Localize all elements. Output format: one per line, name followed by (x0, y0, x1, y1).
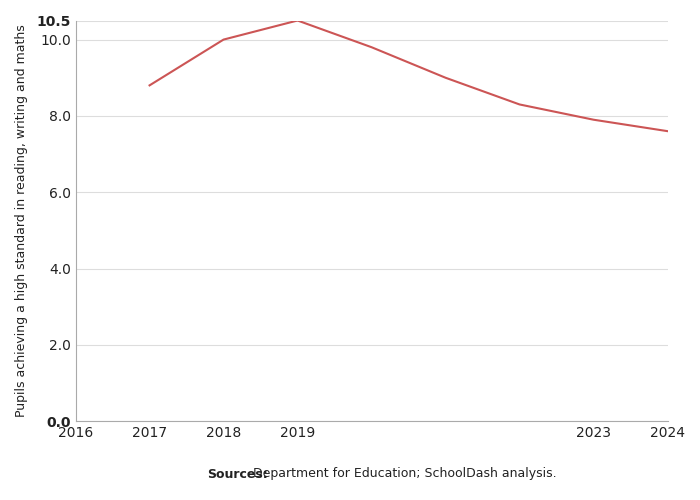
Text: Department for Education; SchoolDash analysis.: Department for Education; SchoolDash ana… (248, 468, 556, 480)
Text: Sources:: Sources: (207, 468, 267, 480)
Y-axis label: Pupils achieving a high standard in reading, writing and maths: Pupils achieving a high standard in read… (15, 24, 28, 417)
